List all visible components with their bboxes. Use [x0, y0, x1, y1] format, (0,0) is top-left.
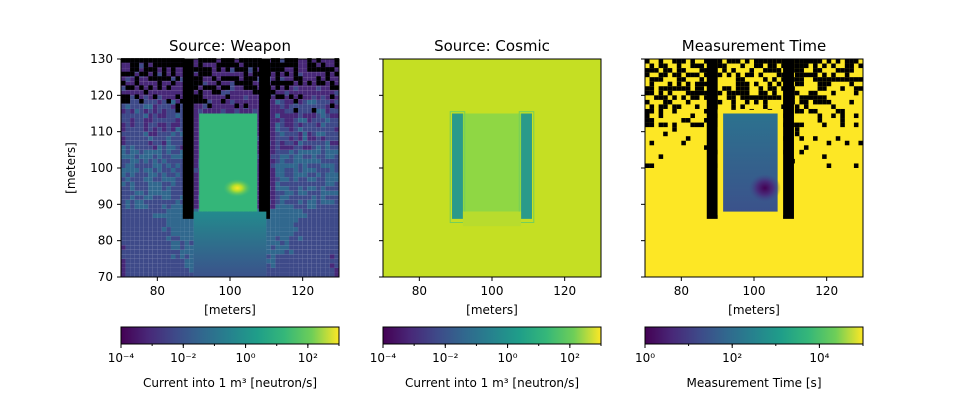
colorbar-tick-label: 10⁰: [236, 351, 256, 365]
x-tick-label: 120: [815, 284, 838, 298]
right-wall: [783, 59, 794, 219]
colorbar-tick-label: 10²: [722, 351, 742, 365]
colorbar-tick-label: 10⁻⁴: [108, 351, 135, 365]
colorbar-tick-label: 10⁻²: [432, 351, 459, 365]
x-axis-label: [meters]: [466, 303, 518, 317]
room-interior: [199, 113, 258, 212]
y-tick-label: 80: [98, 234, 113, 248]
colorbar: 10⁻⁴ 10⁻² 10⁰ 10² Current into 1 m³ [neutron…: [108, 326, 340, 390]
room-below: [193, 211, 267, 277]
measurement-time-minimum: [748, 173, 781, 202]
colorbar-tick-label: 10⁰: [498, 351, 518, 365]
x-tick-label: 80: [150, 284, 165, 298]
colorbar-label: Current into 1 m³ [neutron/s]: [143, 376, 317, 390]
colorbar-tick-label: 10⁻²: [170, 351, 197, 365]
chart-title: Source: Cosmic: [434, 37, 550, 55]
y-tick-label: 70: [98, 270, 113, 284]
colorbar-tick-label: 10⁴: [809, 351, 829, 365]
left-wall: [706, 59, 718, 219]
x-tick-label: 100: [481, 284, 504, 298]
colorbar-gradient: [644, 326, 864, 345]
colorbar-label: Measurement Time [s]: [687, 376, 822, 390]
left-wall: [452, 113, 463, 219]
x-tick-label: 100: [743, 284, 766, 298]
colorbar-tick-label: 10⁻⁴: [370, 351, 397, 365]
x-tick-label: 120: [553, 284, 576, 298]
colorbar: 10⁰ 10² 10⁴ Measurement Time [s]: [635, 326, 864, 390]
y-tick-label: 110: [90, 125, 113, 139]
room-floor: [462, 211, 522, 227]
y-axis-label: [meters]: [64, 142, 78, 194]
x-tick-label: 80: [674, 284, 689, 298]
x-tick-label: 120: [291, 284, 314, 298]
x-tick-label: 100: [219, 284, 242, 298]
x-axis-label: [meters]: [728, 303, 780, 317]
panel-1: Source: Weapon 80 100 120 [meters] 70 80 90 100 1…: [64, 37, 340, 390]
colorbar-label: Current into 1 m³ [neutron/s]: [405, 376, 579, 390]
left-wall: [182, 59, 194, 219]
chart-title: Measurement Time: [682, 37, 826, 55]
source-hotspot: [223, 178, 252, 197]
y-tick-label: 90: [98, 197, 113, 211]
y-tick-label: 130: [90, 52, 113, 66]
colorbar-tick-label: 10²: [298, 351, 318, 365]
chart-title: Source: Weapon: [169, 37, 291, 55]
x-axis-label: [meters]: [204, 303, 256, 317]
colorbar-gradient: [120, 326, 340, 345]
y-tick-label: 120: [90, 88, 113, 102]
colorbar-tick-label: 10²: [560, 351, 580, 365]
room-interior: [462, 113, 522, 212]
right-wall: [259, 59, 270, 219]
y-tick-label: 100: [90, 161, 113, 175]
colorbar-tick-label: 10⁰: [635, 351, 655, 365]
colorbar: 10⁻⁴ 10⁻² 10⁰ 10² Current into 1 m³ [neutron…: [370, 326, 602, 390]
colorbar-gradient: [382, 326, 602, 345]
right-wall: [521, 113, 532, 219]
x-tick-label: 80: [412, 284, 427, 298]
